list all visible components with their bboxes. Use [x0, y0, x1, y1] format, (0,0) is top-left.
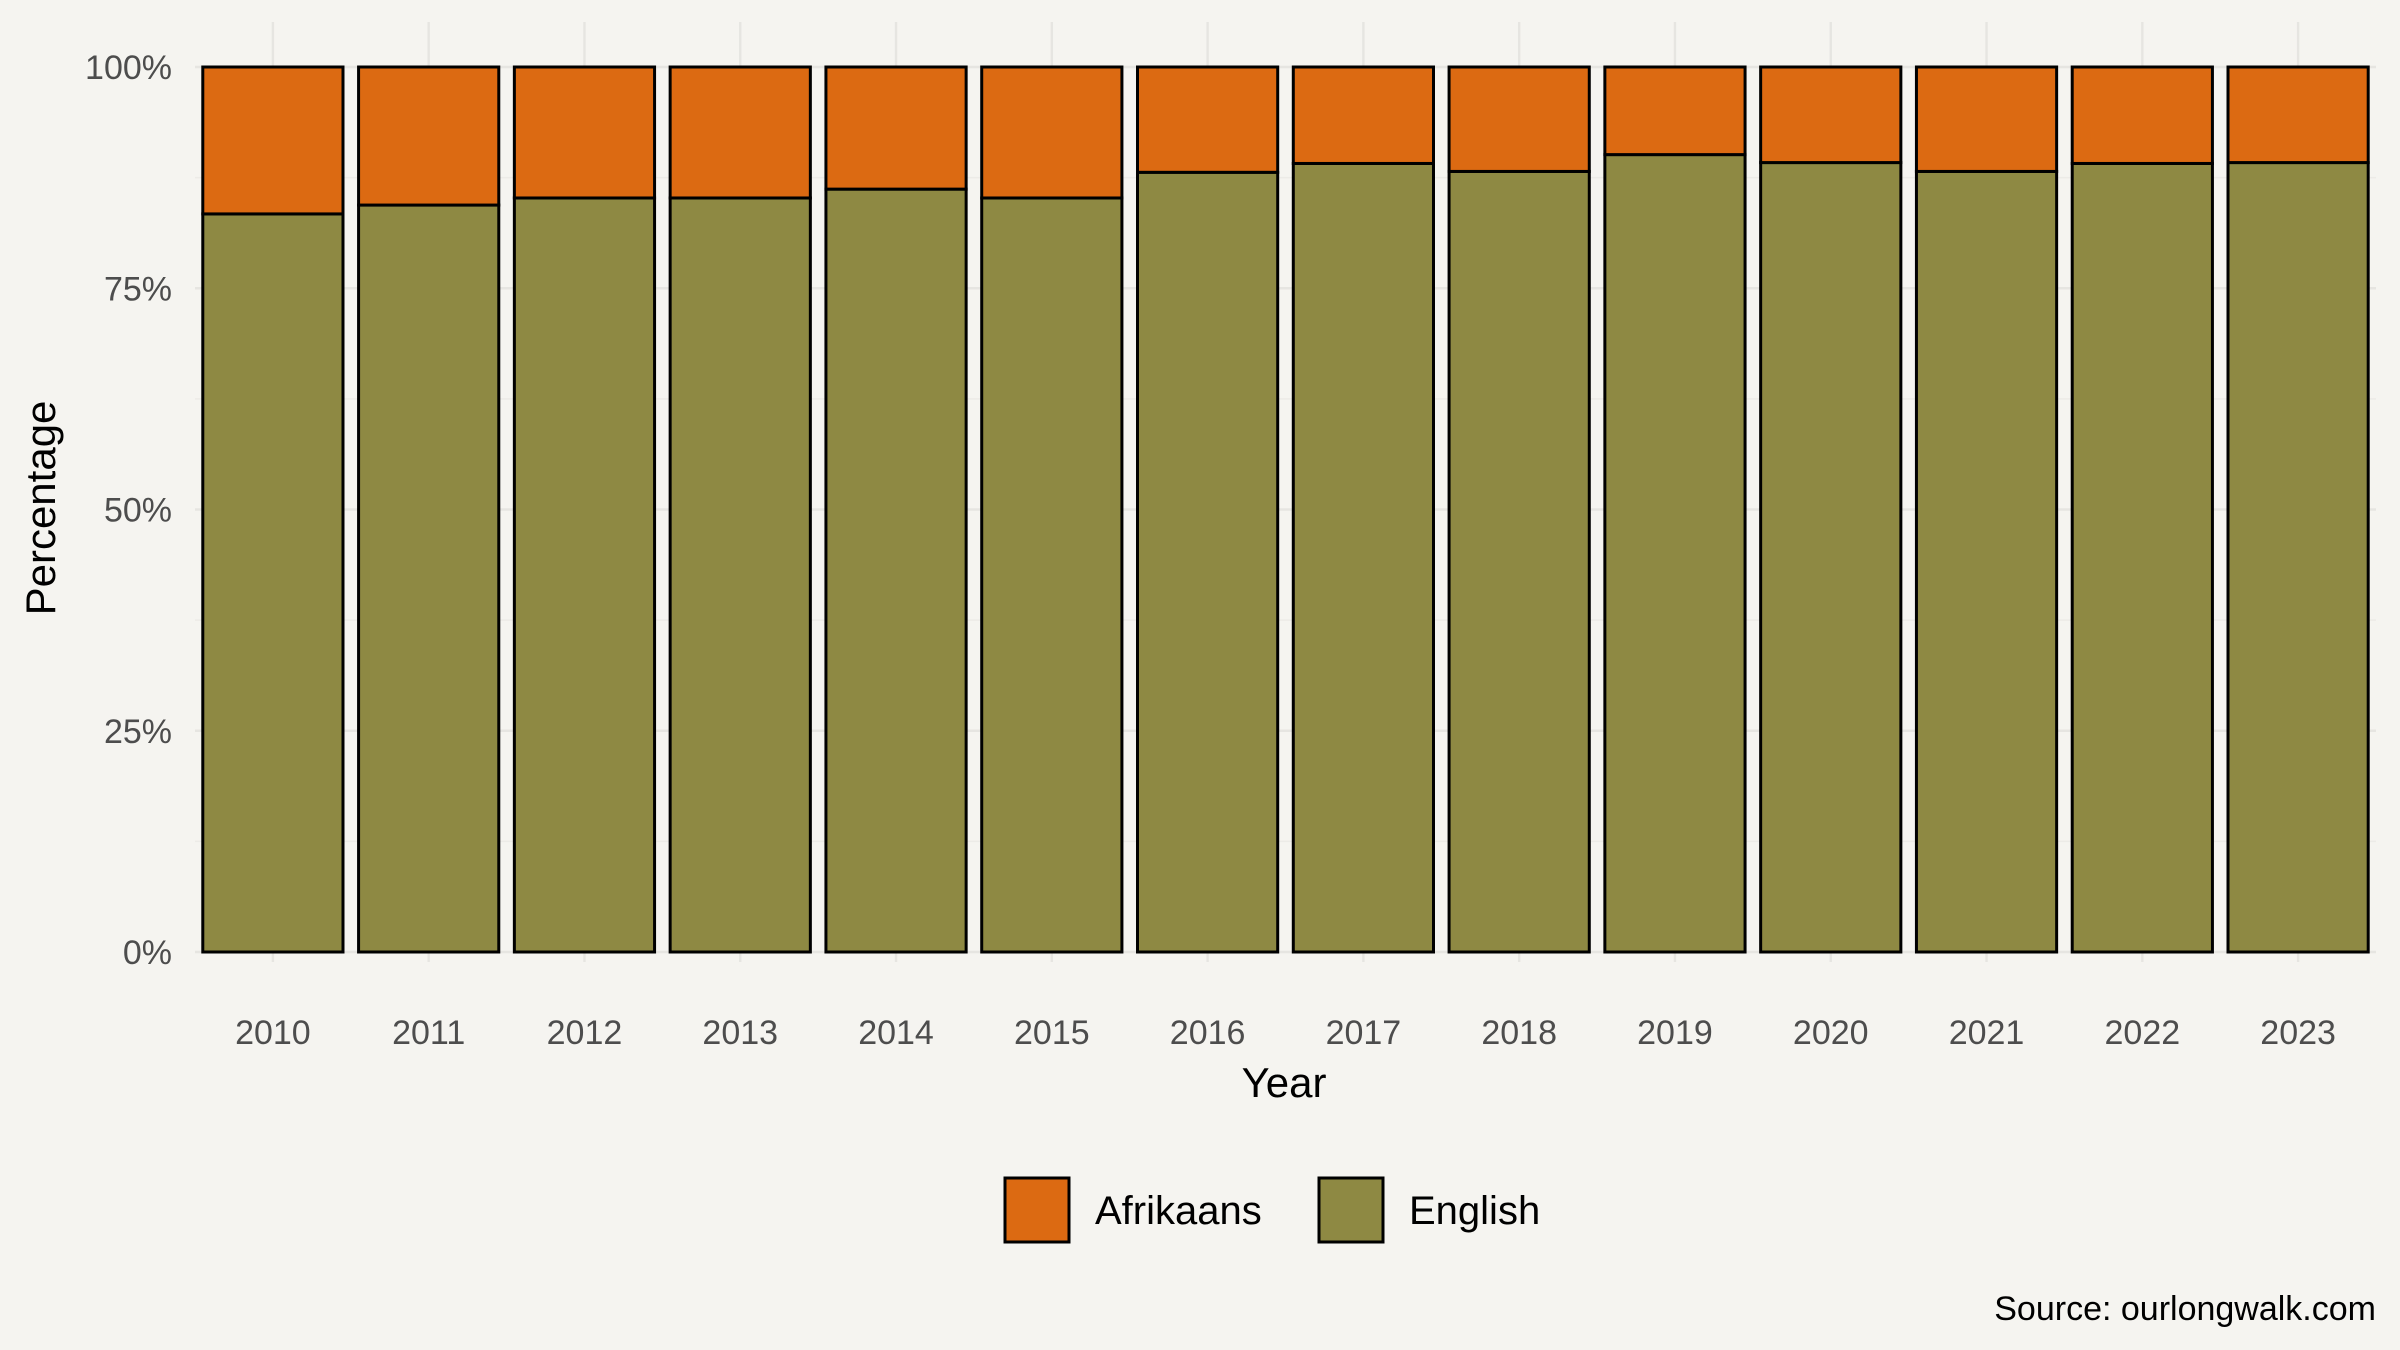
y-tick-label: 75%: [104, 270, 172, 308]
y-tick-label: 25%: [104, 713, 172, 751]
legend-swatch-english: [1317, 1176, 1385, 1244]
bar-afrikaans-2013: [668, 65, 812, 200]
legend-item-english: English: [1317, 1176, 1540, 1244]
bar-afrikaans-2011: [357, 65, 501, 207]
x-tick-label: 2017: [1326, 1014, 1402, 1052]
bar-english-2014: [824, 187, 968, 954]
bar-afrikaans-2015: [980, 65, 1124, 200]
bar-afrikaans-2018: [1447, 65, 1591, 173]
bar-english-2017: [1291, 161, 1435, 954]
bar-afrikaans-2014: [824, 65, 968, 191]
bar-afrikaans-2023: [2226, 65, 2370, 165]
y-axis-ticks: 0% 25% 50% 75% 100%: [85, 49, 172, 972]
bar-afrikaans-2010: [201, 65, 345, 216]
x-tick-label: 2018: [1481, 1014, 1557, 1052]
x-axis-title: Year: [1242, 1059, 1327, 1106]
y-axis-title: Percentage: [17, 401, 64, 616]
x-tick-label: 2020: [1793, 1014, 1869, 1052]
x-tick-label: 2010: [235, 1014, 311, 1052]
x-tick-label: 2023: [2260, 1014, 2336, 1052]
x-tick-label: 2013: [702, 1014, 778, 1052]
legend-swatch-afrikaans: [1003, 1176, 1071, 1244]
bar-afrikaans-2021: [1914, 65, 2059, 173]
x-tick-label: 2015: [1014, 1014, 1090, 1052]
bar-afrikaans-2017: [1291, 65, 1435, 165]
bar-english-2012: [512, 196, 657, 954]
bar-afrikaans-2012: [512, 65, 657, 200]
x-tick-label: 2022: [2105, 1014, 2181, 1052]
bar-english-2018: [1447, 169, 1591, 954]
bar-afrikaans-2016: [1136, 65, 1280, 174]
bars-layer: [201, 65, 2370, 954]
legend-label-afrikaans: Afrikaans: [1095, 1189, 1262, 1233]
bar-english-2022: [2070, 161, 2214, 954]
x-tick-label: 2011: [392, 1014, 465, 1052]
bar-english-2011: [357, 203, 501, 954]
bar-english-2021: [1914, 169, 2059, 954]
x-tick-label: 2014: [858, 1014, 934, 1052]
x-axis-ticks: 2010 2011 2012 2013 2014 2015 2016 2017 2018 2019…: [235, 1014, 2336, 1052]
bar-english-2023: [2226, 161, 2370, 954]
bar-afrikaans-2019: [1603, 65, 1747, 157]
y-tick-label: 50%: [104, 492, 172, 530]
bar-afrikaans-2020: [1759, 65, 1903, 165]
bar-english-2020: [1759, 161, 1903, 954]
legend-label-english: English: [1409, 1189, 1540, 1233]
x-tick-label: 2021: [1949, 1014, 2025, 1052]
bar-english-2019: [1603, 153, 1747, 954]
x-tick-label: 2012: [547, 1014, 623, 1052]
y-tick-label: 100%: [85, 49, 172, 87]
x-tick-label: 2019: [1637, 1014, 1713, 1052]
y-tick-label: 0%: [123, 934, 172, 972]
legend: Afrikaans English: [1003, 1176, 1540, 1244]
bar-afrikaans-2022: [2070, 65, 2214, 165]
bar-english-2015: [980, 196, 1124, 954]
bar-english-2016: [1136, 170, 1280, 954]
bar-english-2013: [668, 196, 812, 954]
bar-english-2010: [201, 212, 345, 954]
x-tick-label: 2016: [1170, 1014, 1246, 1052]
source-caption: Source: ourlongwalk.com: [1994, 1290, 2376, 1328]
legend-item-afrikaans: Afrikaans: [1003, 1176, 1262, 1244]
